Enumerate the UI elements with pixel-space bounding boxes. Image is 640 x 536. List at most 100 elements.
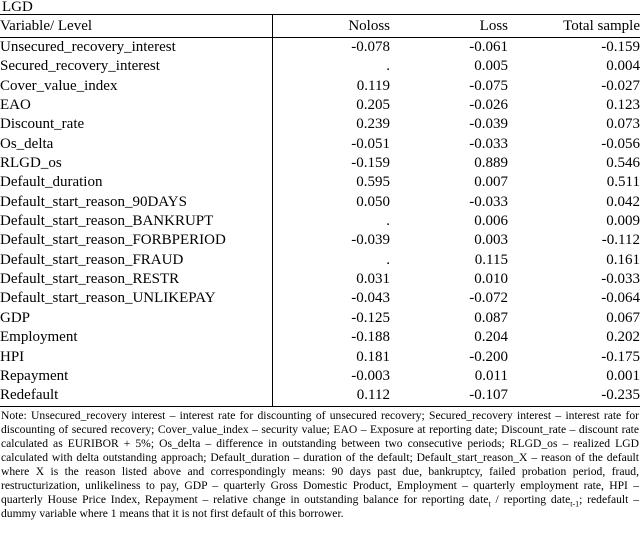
- column-header-noloss: Noloss: [272, 14, 390, 38]
- table-row: EAO 0.205 -0.026 0.123: [0, 96, 640, 116]
- value-cell: 0.050: [356, 193, 390, 210]
- value-cell: -0.033: [469, 193, 508, 210]
- value-cell: 0.123: [606, 97, 640, 114]
- table-caption: LGD: [2, 0, 33, 15]
- value-cell: -0.125: [351, 309, 390, 326]
- value-cell: 0.007: [474, 174, 508, 191]
- table-row: Default_start_reason_FRAUD. 0.115 0.161: [0, 250, 640, 271]
- value-cell: 0.239: [356, 116, 390, 133]
- value-cell: -0.033: [601, 271, 640, 288]
- column-header-total-sample: Total sample: [508, 14, 640, 38]
- value-cell: -0.188: [351, 329, 390, 346]
- variable-cell: Secured_recovery_interest: [0, 57, 273, 77]
- value-cell: -0.064: [601, 290, 640, 307]
- value-cell: -0.003: [351, 367, 390, 384]
- table-row: Default_start_reason_BANKRUPT. 0.006 0.009: [0, 212, 640, 232]
- table-row: HPI 0.181 -0.200 -0.175: [0, 347, 640, 367]
- note-text: Note: Unsecured_recovery interest – inte…: [0, 409, 640, 521]
- variable-cell: Employment: [0, 328, 273, 348]
- value-cell: 0.202: [606, 329, 640, 346]
- value-cell: -0.235: [601, 387, 640, 404]
- value-cell: -0.112: [601, 232, 640, 249]
- value-cell: 0.511: [606, 174, 640, 191]
- value-cell: -0.039: [469, 116, 508, 133]
- variable-cell: Cover_value_index: [0, 76, 273, 97]
- table-row: Os_delta -0.051 -0.033 -0.056: [0, 134, 640, 155]
- table-row: Default_start_reason_90DAYS 0.050 -0.033 0.…: [0, 192, 640, 213]
- value-cell: 0.011: [474, 367, 508, 384]
- variable-cell: Default_start_reason_FRAUD: [0, 250, 273, 271]
- value-cell: .: [386, 58, 390, 75]
- value-cell: .: [386, 251, 390, 268]
- variable-cell: Unsecured_recovery_interest: [0, 37, 273, 58]
- value-cell: -0.027: [601, 77, 640, 94]
- table-row: Repayment -0.003 0.011 0.001: [0, 366, 640, 387]
- value-cell: 0.010: [474, 271, 508, 288]
- variable-cell: EAO: [0, 96, 273, 116]
- table-row: Default_start_reason_UNLIKEPAY -0.043 -0.0…: [0, 289, 640, 309]
- value-cell: 0.205: [356, 97, 390, 114]
- note-segment: / reporting date: [490, 492, 571, 506]
- value-cell: 0.181: [356, 348, 390, 365]
- value-cell: -0.200: [469, 348, 508, 365]
- variable-cell: RLGD_os: [0, 154, 273, 174]
- variable-cell: Os_delta: [0, 134, 273, 155]
- value-cell: 0.004: [606, 58, 640, 75]
- table-row: Default_start_reason_FORBPERIOD -0.039 0.0…: [0, 231, 640, 251]
- variable-cell: Redefault: [0, 386, 273, 407]
- value-cell: 0.161: [606, 251, 640, 268]
- value-cell: -0.061: [469, 39, 508, 55]
- value-cell: .: [386, 213, 390, 230]
- value-cell: 0.009: [606, 213, 640, 230]
- note-subscript: t: [488, 498, 491, 508]
- header-row: Variable/ Level Noloss Loss Total sample: [0, 14, 640, 38]
- value-cell: -0.026: [469, 97, 508, 114]
- value-cell: -0.043: [351, 290, 390, 307]
- variable-cell: Default_duration: [0, 173, 273, 193]
- value-cell: 0.031: [356, 271, 390, 288]
- table-row: Cover_value_index 0.119 -0.075 -0.027: [0, 76, 640, 97]
- variable-cell: GDP: [0, 308, 273, 329]
- value-cell: 0.115: [474, 251, 508, 268]
- value-cell: -0.033: [469, 135, 508, 152]
- value-cell: 0.595: [356, 174, 390, 191]
- value-cell: -0.107: [469, 387, 508, 404]
- value-cell: -0.039: [351, 232, 390, 249]
- value-cell: -0.075: [469, 77, 508, 94]
- note-subscript: t-1: [570, 498, 580, 508]
- column-header-loss: Loss: [390, 14, 508, 38]
- table-row: Unsecured_recovery_interest -0.078 -0.061 -…: [0, 37, 640, 58]
- table-row: Default_duration 0.595 0.007 0.511: [0, 173, 640, 193]
- value-cell: 0.204: [474, 329, 508, 346]
- value-cell: -0.072: [469, 290, 508, 307]
- value-cell: 0.067: [606, 309, 640, 326]
- value-cell: 0.042: [606, 193, 640, 210]
- variable-cell: Default_start_reason_RESTR: [0, 270, 273, 290]
- value-cell: -0.159: [351, 155, 390, 172]
- table-row: Employment -0.188 0.204 0.202: [0, 328, 640, 348]
- table-row: RLGD_os -0.159 0.889 0.546: [0, 154, 640, 174]
- value-cell: 0.006: [474, 213, 508, 230]
- value-cell: 0.001: [606, 367, 640, 384]
- variable-cell: Repayment: [0, 366, 273, 387]
- table-row: Default_start_reason_RESTR 0.031 0.010 -0.0…: [0, 270, 640, 290]
- value-cell: -0.175: [601, 348, 640, 365]
- value-cell: 0.073: [606, 116, 640, 133]
- value-cell: -0.051: [351, 135, 390, 152]
- variable-cell: Default_start_reason_UNLIKEPAY: [0, 289, 273, 309]
- table-row: GDP -0.125 0.087 0.067: [0, 308, 640, 329]
- table-body: Unsecured_recovery_interest -0.078 -0.061 -…: [0, 37, 640, 407]
- variable-cell: Default_start_reason_90DAYS: [0, 192, 273, 213]
- table-row: Discount_rate 0.239 -0.039 0.073: [0, 115, 640, 135]
- value-cell: 0.546: [606, 155, 640, 172]
- value-cell: -0.159: [601, 39, 640, 55]
- correlation-table: Variable/ Level Noloss Loss Total sample…: [0, 14, 640, 407]
- value-cell: 0.003: [474, 232, 508, 249]
- value-cell: -0.056: [601, 135, 640, 152]
- table-row: Secured_recovery_interest. 0.005 0.004: [0, 57, 640, 77]
- value-cell: 0.087: [474, 309, 508, 326]
- variable-cell: Default_start_reason_FORBPERIOD: [0, 231, 273, 251]
- value-cell: 0.005: [474, 58, 508, 75]
- variable-cell: Default_start_reason_BANKRUPT: [0, 212, 273, 232]
